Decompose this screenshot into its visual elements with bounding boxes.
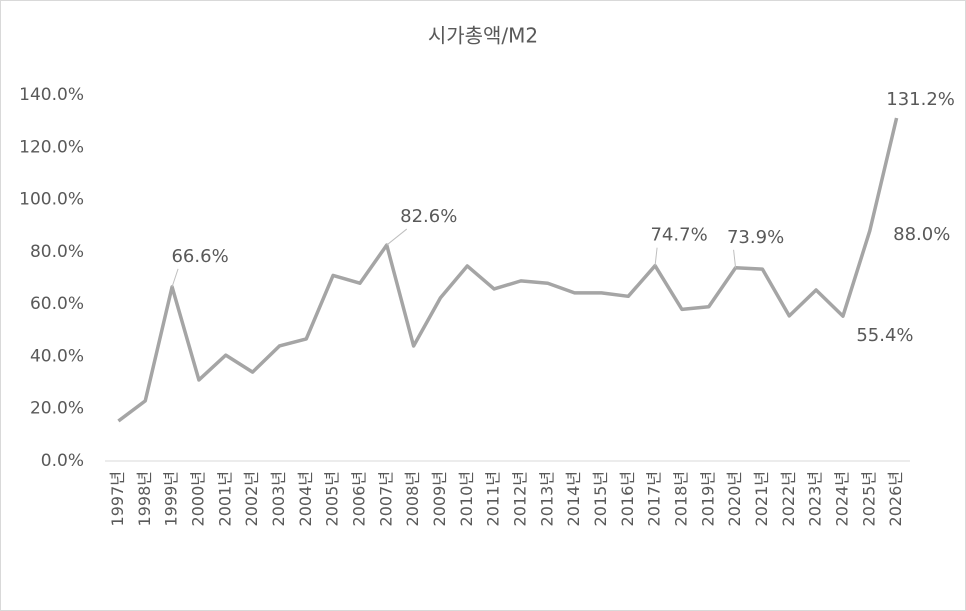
- x-tick-label: 2026년: [886, 471, 905, 526]
- x-tick-label: 1999년: [162, 471, 181, 526]
- x-tick-label: 2006년: [349, 471, 368, 526]
- x-tick-label: 2005년: [323, 471, 342, 526]
- x-tick-label: 2024년: [832, 471, 851, 526]
- y-tick-label: 20.0%: [30, 399, 84, 419]
- x-tick-label: 1998년: [135, 471, 154, 526]
- data-label: 82.6%: [400, 206, 457, 227]
- x-tick-label: 2003년: [269, 471, 288, 526]
- data-label: 66.6%: [171, 246, 228, 267]
- x-tick-label: 2012년: [510, 471, 529, 526]
- x-tick-label: 2002년: [242, 471, 261, 526]
- leader-line: [386, 228, 408, 246]
- x-tick-label: 2018년: [671, 471, 690, 526]
- x-tick-label: 2008년: [403, 471, 422, 526]
- x-tick-label: 2016년: [618, 471, 637, 526]
- chart-title: 시가총액/M2: [428, 24, 538, 48]
- leader-line: [733, 249, 737, 268]
- leader-line: [171, 268, 179, 288]
- x-tick-label: 2023년: [806, 471, 825, 526]
- x-tick-label: 2019년: [698, 471, 717, 526]
- y-tick-label: 40.0%: [30, 346, 84, 366]
- data-label: 88.0%: [893, 224, 950, 245]
- data-label: 74.7%: [650, 225, 707, 246]
- y-tick-label: 0.0%: [41, 451, 84, 471]
- y-tick-label: 100.0%: [19, 190, 84, 210]
- x-tick-label: 2022년: [779, 471, 798, 526]
- x-tick-label: 2014년: [564, 471, 583, 526]
- y-tick-label: 120.0%: [19, 137, 84, 157]
- data-line: [117, 117, 899, 423]
- y-tick-label: 140.0%: [19, 85, 84, 105]
- x-tick-label: 2000년: [188, 471, 207, 526]
- x-tick-label: 2015년: [591, 471, 610, 526]
- x-tick-label: 2004년: [296, 471, 315, 526]
- data-label: 73.9%: [727, 227, 784, 248]
- x-tick-label: 2011년: [484, 471, 503, 526]
- x-tick-label: 2010년: [457, 471, 476, 526]
- y-tick-label: 60.0%: [30, 294, 84, 314]
- x-tick-label: 2021년: [752, 471, 771, 526]
- x-tick-label: 2013년: [537, 471, 556, 526]
- x-tick-label: 2025년: [859, 471, 878, 526]
- x-tick-label: 1997년: [108, 471, 127, 526]
- x-tick-label: 2007년: [376, 471, 395, 526]
- x-tick-label: 2001년: [215, 471, 234, 526]
- x-tick-label: 2009년: [430, 471, 449, 526]
- y-tick-label: 80.0%: [30, 242, 84, 262]
- data-label: 55.4%: [856, 325, 913, 346]
- data-label: 131.2%: [886, 89, 955, 110]
- leader-line: [654, 247, 658, 266]
- x-tick-label: 2017년: [645, 471, 664, 526]
- x-tick-label: 2020년: [725, 471, 744, 526]
